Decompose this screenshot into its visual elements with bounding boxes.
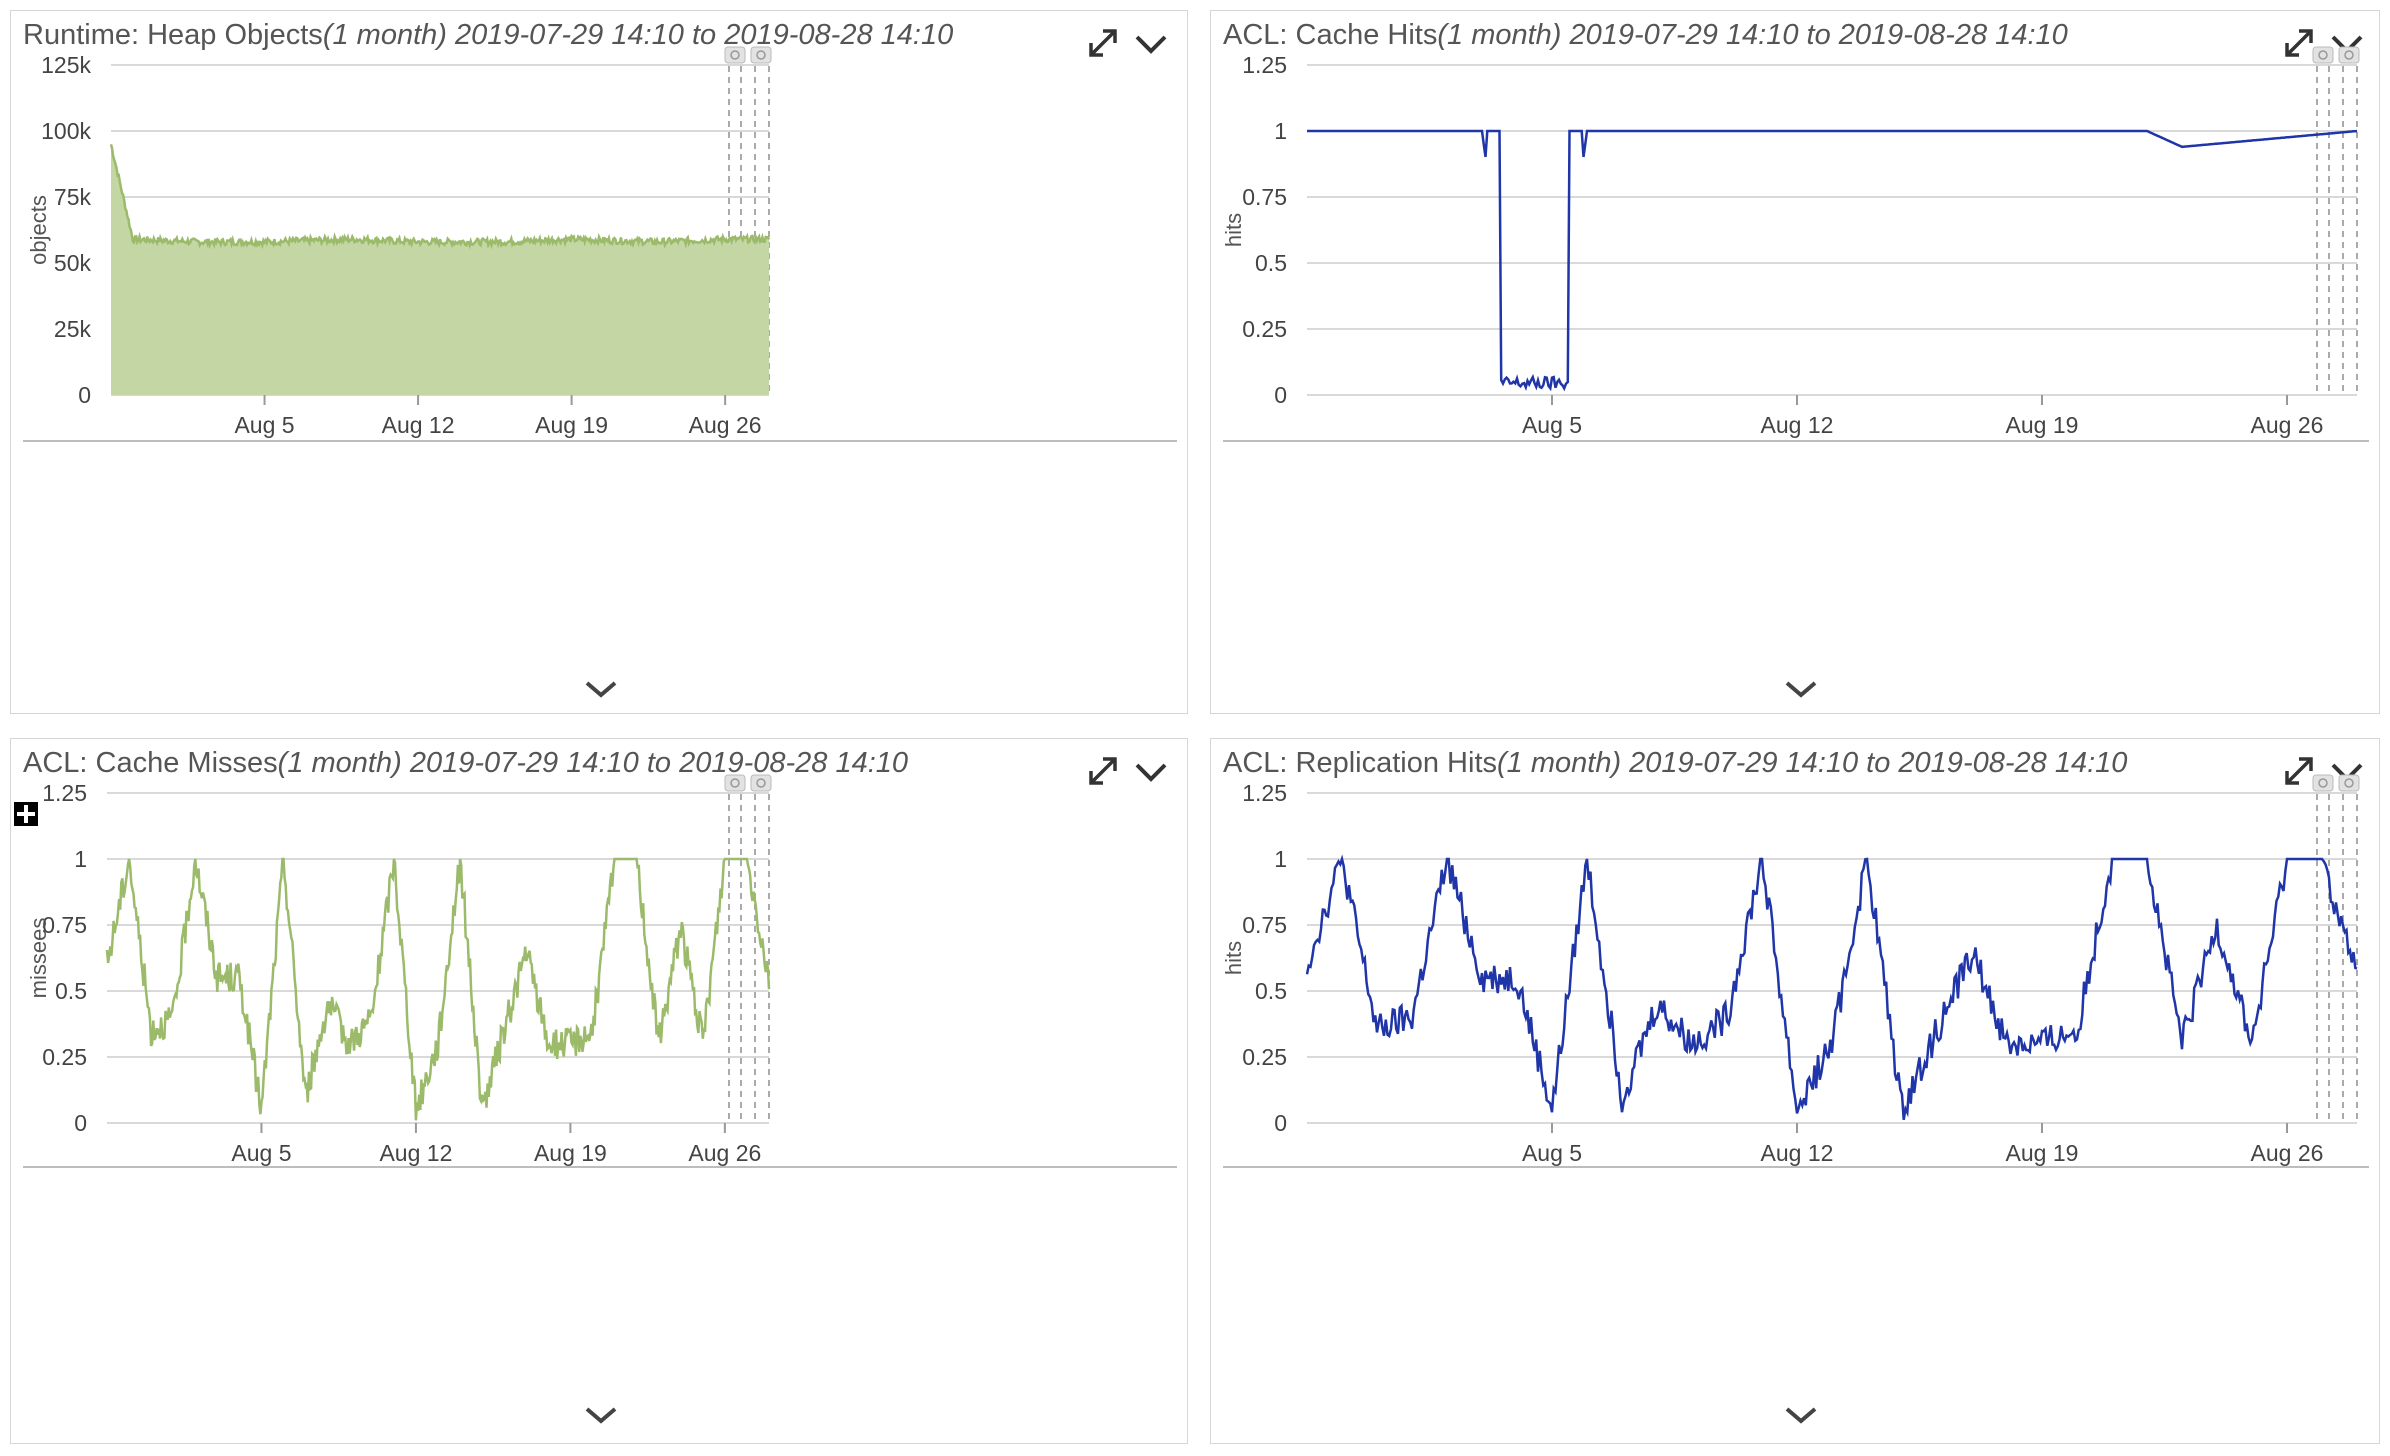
panel-time-range: (1 month) 2019-07-29 14:10 to 2019-08-28… — [277, 747, 909, 779]
x-tick-label: Aug 19 — [2006, 1140, 2079, 1166]
panel-title: ACL: Cache Hits(1 month) 2019-07-29 14:1… — [1223, 19, 2068, 52]
panel-title-text: Runtime: Heap Objects — [23, 19, 323, 51]
panel-title-text: ACL: Cache Hits — [1223, 19, 1438, 51]
chevron-down-icon[interactable] — [1131, 751, 1171, 791]
y-tick-label: 50k — [54, 250, 92, 276]
x-tick-label: Aug 26 — [2251, 1140, 2324, 1166]
comment-icon — [724, 46, 746, 64]
collapse-chevron-icon[interactable] — [581, 679, 621, 699]
y-tick-label: 0.75 — [1242, 184, 1287, 210]
y-tick-label: 0.75 — [1242, 912, 1287, 938]
series-area — [111, 144, 769, 395]
x-tick-label: Aug 5 — [234, 412, 294, 438]
series-line — [1307, 129, 2358, 392]
y-tick-label: 1.25 — [1242, 780, 1287, 806]
collapse-chevron-icon[interactable] — [1781, 679, 1821, 699]
y-tick-label: 0.5 — [55, 978, 87, 1004]
x-tick-label: Aug 26 — [689, 412, 762, 438]
y-tick-label: 1 — [1274, 118, 1287, 144]
cache-misses-chart: 0 0.25 0.5 0.75 1 1.25 missees Aug 5 Aug 12 Aug 1… — [23, 774, 1177, 1168]
x-tick-label: Aug 26 — [2251, 412, 2324, 438]
y-tick-label: 125k — [41, 52, 91, 78]
cache-hits-chart: 0 0.25 0.5 0.75 1 1.25 hits Aug 5 Aug 12 Aug 19 Au… — [1221, 46, 2369, 442]
series-line — [105, 857, 771, 1121]
collapse-chevron-icon[interactable] — [581, 1405, 621, 1425]
x-tick-label: Aug 19 — [535, 412, 608, 438]
chart-panel-heap-objects: Runtime: Heap Objects(1 month) 2019-07-2… — [10, 10, 1188, 714]
x-tick-label: Aug 5 — [231, 1140, 291, 1166]
comment-icon — [750, 774, 772, 792]
y-axis-label: hits — [1221, 941, 1246, 975]
y-tick-label: 0.75 — [42, 912, 87, 938]
y-tick-label: 0.5 — [1255, 250, 1287, 276]
x-tick-label: Aug 12 — [1761, 1140, 1834, 1166]
expand-icon[interactable] — [1083, 751, 1123, 791]
y-tick-label: 100k — [41, 118, 91, 144]
series-line — [1305, 854, 2358, 1121]
comment-icon — [2312, 774, 2334, 792]
panel-title: ACL: Cache Misses(1 month) 2019-07-29 14… — [23, 747, 908, 780]
y-tick-label: 0.5 — [1255, 978, 1287, 1004]
move-icon[interactable] — [12, 800, 40, 828]
y-tick-label: 75k — [54, 184, 92, 210]
y-tick-label: 0 — [1274, 1110, 1287, 1136]
x-tick-label: Aug 12 — [379, 1140, 452, 1166]
y-tick-label: 0.25 — [1242, 316, 1287, 342]
expand-icon[interactable] — [2279, 23, 2319, 63]
y-tick-label: 1 — [74, 846, 87, 872]
heap-objects-chart: 0 25k 50k 75k 100k 125k objects Aug 5 Aug 12 Aug … — [23, 46, 1177, 442]
y-axis-label: missees — [26, 918, 51, 999]
comment-icon — [2312, 46, 2334, 64]
y-tick-label: 0 — [74, 1110, 87, 1136]
expand-icon[interactable] — [1083, 23, 1123, 63]
x-tick-label: Aug 5 — [1522, 412, 1582, 438]
y-axis-label: hits — [1221, 213, 1246, 247]
panel-time-range: (1 month) 2019-07-29 14:10 to 2019-08-28… — [322, 19, 954, 51]
collapse-chevron-icon[interactable] — [1781, 1405, 1821, 1425]
y-tick-label: 1.25 — [1242, 52, 1287, 78]
y-tick-label: 25k — [54, 316, 92, 342]
comment-icon — [724, 774, 746, 792]
chart-panel-replication-hits: ACL: Replication Hits(1 month) 2019-07-2… — [1210, 738, 2380, 1444]
panel-title-text: ACL: Cache Misses — [23, 747, 278, 779]
y-axis-label: objects — [26, 195, 51, 265]
x-tick-label: Aug 12 — [382, 412, 455, 438]
x-tick-label: Aug 19 — [2006, 412, 2079, 438]
expand-icon[interactable] — [2279, 751, 2319, 791]
panel-time-range: (1 month) 2019-07-29 14:10 to 2019-08-28… — [1497, 747, 2128, 779]
comment-icon — [2338, 46, 2360, 64]
y-tick-label: 1 — [1274, 846, 1287, 872]
panel-time-range: (1 month) 2019-07-29 14:10 to 2019-08-28… — [1437, 19, 2068, 51]
chevron-down-icon[interactable] — [1131, 23, 1171, 63]
chart-panel-cache-hits: ACL: Cache Hits(1 month) 2019-07-29 14:1… — [1210, 10, 2380, 714]
x-tick-label: Aug 5 — [1522, 1140, 1582, 1166]
x-tick-label: Aug 12 — [1761, 412, 1834, 438]
chart-panel-cache-misses: ACL: Cache Misses(1 month) 2019-07-29 14… — [10, 738, 1188, 1444]
y-tick-label: 1.25 — [42, 780, 87, 806]
y-tick-label: 0.25 — [42, 1044, 87, 1070]
replication-hits-chart: 0 0.25 0.5 0.75 1 1.25 hits Aug 5 Aug 12 Aug 19 Au… — [1221, 774, 2369, 1168]
y-tick-label: 0.25 — [1242, 1044, 1287, 1070]
panel-title: ACL: Replication Hits(1 month) 2019-07-2… — [1223, 747, 2127, 780]
y-tick-label: 0 — [1274, 382, 1287, 408]
panel-title: Runtime: Heap Objects(1 month) 2019-07-2… — [23, 19, 953, 52]
x-tick-label: Aug 19 — [534, 1140, 607, 1166]
panel-title-text: ACL: Replication Hits — [1223, 747, 1497, 779]
comment-icon — [2338, 774, 2360, 792]
y-tick-label: 0 — [78, 382, 91, 408]
x-tick-label: Aug 26 — [688, 1140, 761, 1166]
comment-icon — [750, 46, 772, 64]
series-line — [109, 143, 771, 250]
